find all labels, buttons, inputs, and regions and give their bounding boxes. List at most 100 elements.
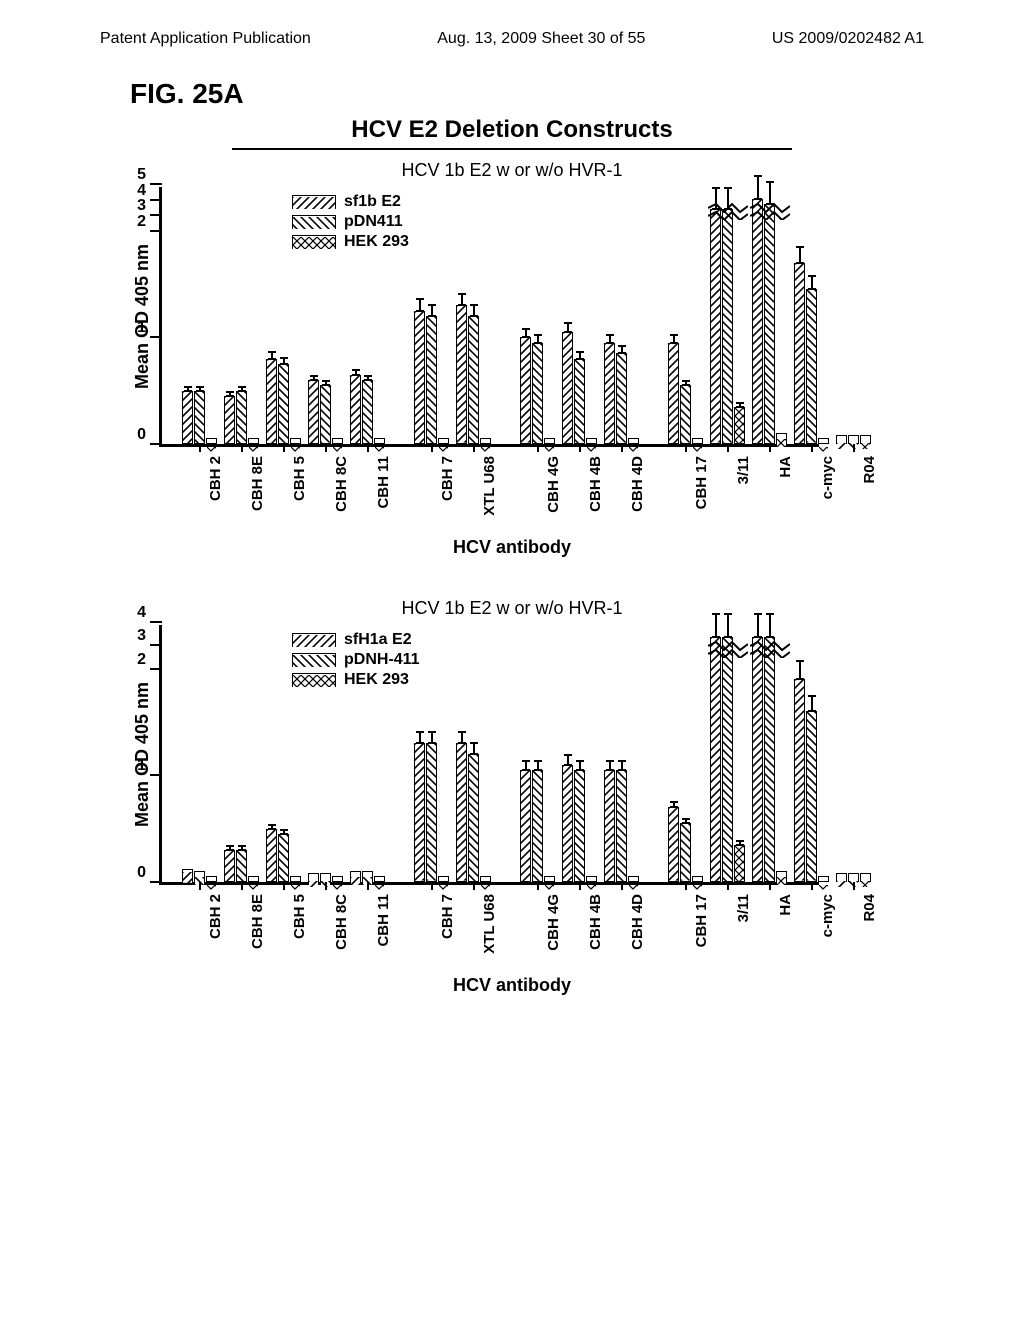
error-bar xyxy=(473,304,475,317)
bar xyxy=(764,637,775,882)
x-tick xyxy=(473,882,475,890)
bar xyxy=(206,438,217,444)
y-tick xyxy=(150,336,162,338)
bar xyxy=(532,770,543,882)
bars-layer xyxy=(162,187,819,444)
x-tick-label: HA xyxy=(777,456,794,478)
bar-group xyxy=(456,743,491,882)
y-tick-label: 1 xyxy=(137,319,146,337)
bar xyxy=(692,438,703,444)
bar xyxy=(734,407,745,444)
error-bar xyxy=(673,801,675,808)
bar xyxy=(320,385,331,444)
error-bar xyxy=(461,731,463,745)
bar xyxy=(776,871,787,882)
error-bar xyxy=(811,695,813,712)
bar xyxy=(722,209,733,444)
bar xyxy=(668,343,679,444)
x-tick-label: CBH 8C xyxy=(333,456,350,512)
error-bar xyxy=(461,293,463,307)
error-bar xyxy=(355,369,357,376)
y-tick xyxy=(150,443,162,445)
bars-layer xyxy=(162,625,819,882)
header-right: US 2009/0202482 A1 xyxy=(772,30,924,48)
bar-group xyxy=(710,209,745,444)
y-tick-label: 3 xyxy=(137,627,146,645)
error-bar xyxy=(685,818,687,824)
error-bar xyxy=(271,824,273,830)
error-bar xyxy=(769,613,771,638)
y-tick-label: 3 xyxy=(137,197,146,215)
bar xyxy=(438,876,449,882)
bar xyxy=(574,770,585,882)
y-axis-title: Mean OD 405 nm xyxy=(132,244,153,389)
overflow-break-icon xyxy=(708,640,748,658)
x-tick-label: CBH 8E xyxy=(249,456,266,511)
bar xyxy=(520,770,531,882)
x-tick-label: CBH 11 xyxy=(375,894,392,947)
bar xyxy=(290,876,301,882)
bar-group xyxy=(710,637,745,882)
error-bar xyxy=(229,845,231,851)
bar xyxy=(532,343,543,444)
error-bar xyxy=(241,386,243,392)
bar xyxy=(224,396,235,444)
x-tick xyxy=(685,444,687,452)
error-bar xyxy=(419,731,421,745)
bar xyxy=(722,637,733,882)
y-tick-label: 0 xyxy=(137,864,146,882)
y-axis-title: Mean OD 405 nm xyxy=(132,682,153,827)
x-tick-label: R04 xyxy=(861,456,878,484)
bar xyxy=(194,871,205,882)
x-tick xyxy=(241,444,243,452)
bar-group xyxy=(562,332,597,444)
overflow-break-icon xyxy=(708,202,748,220)
bar xyxy=(818,438,829,444)
bar xyxy=(236,391,247,444)
x-tick xyxy=(853,882,855,890)
error-bar xyxy=(715,613,717,638)
bar-group xyxy=(794,679,829,882)
x-tick-label: CBH 4D xyxy=(629,456,646,512)
page-header: Patent Application Publication Aug. 13, … xyxy=(100,30,924,48)
error-bar xyxy=(727,613,729,638)
bar-group xyxy=(668,807,703,882)
x-tick-label: CBH 17 xyxy=(693,456,710,509)
x-tick xyxy=(283,444,285,452)
bar xyxy=(224,850,235,882)
x-tick-label: CBH 17 xyxy=(693,894,710,947)
bar xyxy=(414,311,425,444)
x-tick-label: HA xyxy=(777,894,794,916)
error-bar xyxy=(739,840,741,846)
bar xyxy=(616,353,627,444)
bar-group xyxy=(350,375,385,444)
bar xyxy=(668,807,679,882)
plot-wrap: Mean OD 405 nm01234sfH1a E2pDNH-411HEK 2… xyxy=(132,625,892,885)
y-tick xyxy=(150,230,162,232)
y-tick-label: 2 xyxy=(137,651,146,669)
x-tick-label: CBH 8E xyxy=(249,894,266,949)
error-bar xyxy=(271,351,273,360)
bar xyxy=(544,438,555,444)
error-bar xyxy=(799,246,801,264)
error-bar xyxy=(525,328,527,339)
x-tick xyxy=(811,444,813,452)
y-tick-label: 2 xyxy=(137,213,146,231)
bar-group xyxy=(456,305,491,444)
bar xyxy=(544,876,555,882)
bar xyxy=(182,391,193,444)
error-bar xyxy=(579,760,581,771)
bar-group xyxy=(308,873,343,882)
bar-group xyxy=(266,359,301,444)
bar xyxy=(248,876,259,882)
error-bar xyxy=(739,402,741,408)
error-bar xyxy=(283,357,285,365)
y-tick xyxy=(150,668,162,670)
bar xyxy=(616,770,627,882)
bar-group xyxy=(308,380,343,444)
bar xyxy=(680,385,691,444)
error-bar xyxy=(199,386,201,392)
x-tick-label: 3/11 xyxy=(735,894,752,922)
x-tick-label: R04 xyxy=(861,894,878,922)
error-bar xyxy=(525,760,527,771)
